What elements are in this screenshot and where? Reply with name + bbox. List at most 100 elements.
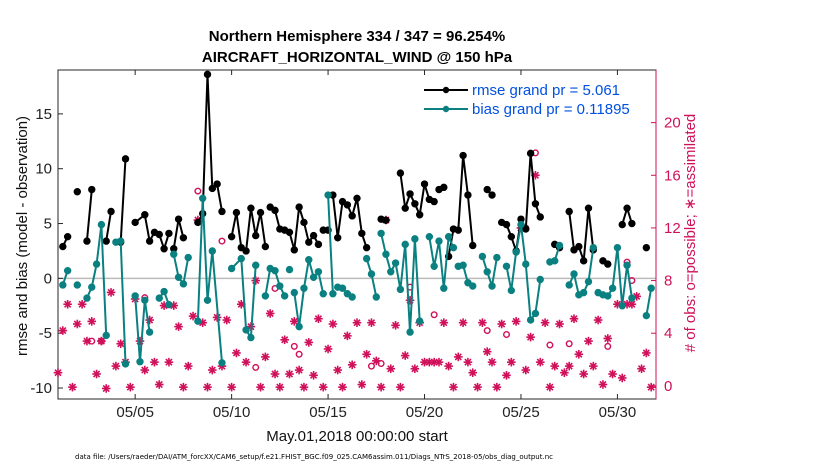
bias-point [237,254,245,263]
rmse-point [604,260,612,268]
obs-assimilated-stroke [68,383,77,391]
x-tick-label: 05/05 [116,404,154,421]
rmse-point [642,243,651,252]
obs-assimilated-point [593,315,603,325]
bias-point [280,292,289,300]
obs-possible-point [565,340,573,348]
legend-rmse-label: rmse grand pr = 5.061 [472,82,620,99]
rmse-point [309,231,318,240]
obs-assimilated-point [357,380,367,389]
obs-assimilated-point [347,360,357,370]
bias-line-segment [134,295,151,362]
obs-assimilated-stroke [527,333,535,341]
obs-assimilated-point [482,347,492,356]
obs-possible-point [503,331,511,339]
rmse-point [271,206,279,215]
rmse-point [459,151,467,160]
rmse-point [131,218,139,227]
obs-assimilated-point [608,369,617,379]
obs-assimilated-stroke [59,326,67,335]
obs-assimilated-stroke [203,383,212,391]
obs-assimilated-stroke [488,358,496,366]
y-tick-label: 10 [35,161,52,178]
rmse-point [488,191,496,199]
obs-assimilated-stroke [536,358,544,366]
rmse-point [430,197,438,206]
obs-assimilated-point [449,382,458,392]
rmse-point [208,184,217,193]
rmse-point [618,220,626,229]
obs-assimilated-stroke [54,369,62,377]
obs-assimilated-stroke [469,369,477,377]
rmse-point [522,225,530,233]
obs-assimilated-point [458,318,468,327]
obs-assimilated-point [232,348,241,358]
rmse-point [88,185,96,194]
obs-assimilated-stroke [604,334,612,343]
rmse-point [536,213,544,221]
obs-assimilated-stroke [401,351,409,360]
obs-assimilated-stroke [276,383,284,391]
bias-point [92,260,101,268]
bias-point [88,283,96,291]
rmse-point [343,201,352,209]
bias-point [642,311,651,320]
rmse-point [285,228,294,237]
obs-assimilated-point [256,382,265,392]
rmse-point [141,211,149,219]
rmse-point [63,232,72,241]
obs-possible-point [546,341,554,349]
obs-assimilated-stroke [338,383,347,391]
obs-assimilated-point [502,371,511,380]
bias-line-segment [172,253,190,287]
rmse-point [584,204,593,212]
obs-assimilated-stroke [628,300,636,308]
obs-assimilated-stroke [290,317,298,325]
obs-assimilated-point [487,357,497,367]
obs-assimilated-point [603,334,613,343]
obs-assimilated-point [453,352,463,362]
obs-assimilated-point [111,361,121,371]
obs-assimilated-stroke [281,336,289,344]
bias-point [319,290,327,298]
obs-assimilated-stroke [541,319,549,327]
rmse-point [362,243,371,252]
rmse-point [507,232,516,241]
obs-assimilated-point [637,364,646,374]
obs-assimilated-stroke [589,362,597,370]
rmse-point [102,237,110,245]
bias-point [348,293,356,301]
bias-line-segment [481,256,498,287]
obs-assimilated-point [323,344,333,354]
obs-possible-point [290,342,298,350]
obs-possible-point [252,363,260,371]
obs-assimilated-stroke [324,345,332,353]
obs-assimilated-point [391,321,400,330]
obs-assimilated-stroke [78,300,86,308]
obs-assimilated-point [270,369,280,379]
rmse-point [194,218,202,227]
obs-assimilated-stroke [223,316,231,324]
bias-point [435,237,443,245]
obs-assimilated-stroke [271,370,279,378]
rmse-point [107,207,115,216]
obs-assimilated-stroke [348,361,356,369]
bias-point [623,261,631,269]
bias-point [198,194,207,203]
obs-assimilated-stroke [411,365,419,373]
rmse-point [252,231,260,240]
rmse-point [174,215,183,223]
bias-point [647,284,655,292]
rmse-point [83,237,91,245]
bias-point [261,292,270,300]
obs-assimilated-point [463,357,473,367]
rmse-point [121,155,130,163]
obs-assimilated-point [328,319,338,329]
obs-assimilated-point [261,352,270,362]
bias-point [425,232,434,241]
obs-assimilated-point [183,361,193,371]
obs-assimilated-stroke [560,369,568,377]
bias-point [83,294,91,302]
obs-assimilated-point [579,369,588,379]
